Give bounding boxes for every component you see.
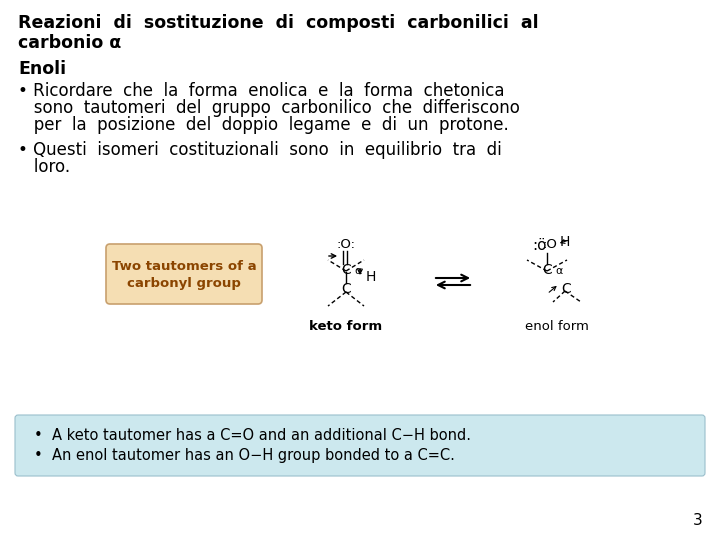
Text: α: α: [555, 266, 562, 276]
Text: carbonyl group: carbonyl group: [127, 277, 241, 290]
Text: • Ricordare  che  la  forma  enolica  e  la  forma  chetonica: • Ricordare che la forma enolica e la fo…: [18, 82, 505, 100]
Text: C: C: [542, 263, 552, 277]
Text: H: H: [366, 270, 377, 284]
Text: Enoli: Enoli: [18, 60, 66, 78]
Text: α: α: [354, 266, 361, 276]
Text: keto form: keto form: [310, 320, 382, 333]
Text: •  A keto tautomer has a C=O and an additional C−H bond.: • A keto tautomer has a C=O and an addit…: [34, 428, 471, 443]
Text: :O:: :O:: [336, 238, 356, 251]
Text: H: H: [560, 235, 570, 249]
Text: sono  tautomeri  del  gruppo  carbonilico  che  differiscono: sono tautomeri del gruppo carbonilico ch…: [18, 99, 520, 117]
Text: carbonio α: carbonio α: [18, 34, 121, 52]
Text: Reazioni  di  sostituzione  di  composti  carbonilici  al: Reazioni di sostituzione di composti car…: [18, 14, 539, 32]
Text: •  An enol tautomer has an O−H group bonded to a C=C.: • An enol tautomer has an O−H group bond…: [34, 448, 455, 463]
Text: 3: 3: [693, 513, 703, 528]
Text: • Questi  isomeri  costituzionali  sono  in  equilibrio  tra  di: • Questi isomeri costituzionali sono in …: [18, 141, 502, 159]
Text: C: C: [341, 263, 351, 277]
Text: per  la  posizione  del  doppio  legame  e  di  un  protone.: per la posizione del doppio legame e di …: [18, 116, 509, 134]
FancyBboxPatch shape: [15, 415, 705, 476]
Text: C: C: [561, 282, 571, 296]
Text: :O: :O: [543, 238, 558, 251]
Text: loro.: loro.: [18, 158, 70, 176]
Text: enol form: enol form: [525, 320, 589, 333]
Text: :ö: :ö: [532, 238, 546, 253]
FancyBboxPatch shape: [106, 244, 262, 304]
Text: C: C: [341, 282, 351, 296]
Text: Two tautomers of a: Two tautomers of a: [112, 260, 256, 273]
